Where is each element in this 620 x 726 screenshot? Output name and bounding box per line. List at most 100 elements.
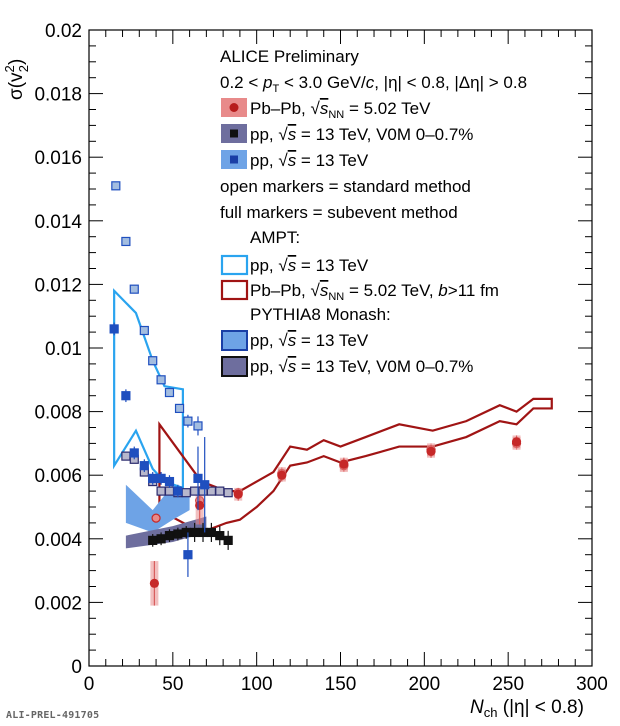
y-tick-label: 0.014 bbox=[34, 212, 82, 233]
legend-label-ampt-pbpb: Pb–Pb, √sNN = 5.02 TeV, b>11 fm bbox=[250, 281, 499, 303]
pbpb-subevent-marker bbox=[426, 446, 436, 456]
pp-v0m-subevent-marker bbox=[198, 527, 208, 538]
legend-entry-ampt-pbpb: Pb–Pb, √sNN = 5.02 TeV, b>11 fm bbox=[220, 279, 499, 303]
pp-v0m-subevent-marker bbox=[206, 527, 216, 538]
y-tick-label: 0.008 bbox=[34, 403, 82, 424]
pbpb-subevent-marker bbox=[511, 437, 522, 447]
legend-ampt-header: AMPT: bbox=[250, 228, 300, 247]
x-tick-label: 0 bbox=[84, 674, 95, 695]
pp-standard-marker bbox=[148, 356, 158, 366]
pp-v0m-subevent-marker bbox=[173, 529, 183, 539]
y-tick-label: 0.006 bbox=[34, 466, 82, 487]
legend-entry-pp: pp, √s = 13 TeV bbox=[221, 150, 369, 170]
pp-standard-marker bbox=[139, 325, 149, 336]
legend-swatch-pythia-pp-v0m bbox=[221, 356, 248, 377]
pbpb-subevent-marker bbox=[339, 459, 349, 469]
preliminary-tag: ALI-PREL-491705 bbox=[6, 710, 100, 721]
x-tick-label: 250 bbox=[492, 674, 524, 695]
pp-subevent-marker bbox=[183, 550, 193, 560]
x-tick-label: 200 bbox=[408, 674, 440, 695]
pp-v0m-standard-marker bbox=[181, 488, 191, 498]
x-tick-label: 100 bbox=[241, 674, 273, 695]
legend-label-pbpb: Pb–Pb, √sNN = 5.02 TeV bbox=[250, 99, 431, 121]
pp-standard-marker bbox=[129, 284, 139, 294]
y-tick-label: 0.002 bbox=[34, 593, 82, 614]
legend-header-cuts: 0.2 < pT < 3.0 GeV/c, |η| < 0.8, |Δη| > … bbox=[220, 73, 527, 95]
pbpb-subevent-marker bbox=[195, 500, 205, 511]
pp-subevent-marker bbox=[109, 324, 119, 334]
pbpb-subevent-marker bbox=[277, 470, 287, 480]
legend-label-pythia-pp-v0m: pp, √s = 13 TeV, V0M 0–0.7% bbox=[250, 357, 473, 376]
model-bands bbox=[113, 288, 553, 549]
legend-entry-ampt-pp: pp, √s = 13 TeV bbox=[220, 254, 369, 276]
axis-ticks bbox=[88, 29, 593, 667]
pp-v0m-subevent-marker bbox=[148, 535, 158, 545]
y-tick-label: 0.01 bbox=[45, 339, 82, 360]
legend-marker-pp bbox=[230, 155, 238, 164]
y-tick-label: 0.012 bbox=[34, 275, 82, 296]
x-tick-label: 300 bbox=[576, 674, 608, 695]
ampt-pbpb-band bbox=[158, 397, 553, 534]
pp-standard-marker bbox=[183, 416, 193, 426]
pp-subevent-marker bbox=[200, 480, 210, 490]
pbpb-subevent-marker bbox=[233, 489, 243, 499]
pp-standard-marker bbox=[174, 403, 185, 414]
pp-v0m-standard-marker bbox=[223, 488, 233, 498]
pp-standard-marker bbox=[121, 236, 131, 247]
legend-label-pp-v0m: pp, √s = 13 TeV, V0M 0–0.7% bbox=[250, 125, 473, 144]
pp-subevent-marker bbox=[139, 461, 149, 471]
pp-standard-marker bbox=[193, 421, 203, 431]
legend-entry-pp-v0m: pp, √s = 13 TeV, V0M 0–0.7% bbox=[221, 124, 473, 144]
pp-v0m-subevent-marker bbox=[181, 527, 191, 538]
y-tick-label: 0 bbox=[71, 657, 82, 678]
x-tick-label: 150 bbox=[325, 674, 357, 695]
x-axis-title: Nch (|η| < 0.8) bbox=[470, 697, 584, 720]
pp-standard-marker bbox=[164, 387, 175, 398]
legend-marker-pp-v0m bbox=[230, 129, 238, 138]
data-markers bbox=[109, 181, 522, 606]
legend-header-alice: ALICE Preliminary bbox=[220, 47, 359, 66]
legend-entry-pythia-pp-v0m: pp, √s = 13 TeV, V0M 0–0.7% bbox=[221, 356, 473, 377]
pp-subevent-marker bbox=[173, 486, 183, 496]
pbpb-subevent-marker bbox=[149, 578, 159, 588]
y-tick-label: 0.016 bbox=[34, 148, 82, 169]
pbpb-standard-marker bbox=[151, 513, 161, 523]
legend-label-ampt-pp: pp, √s = 13 TeV bbox=[250, 256, 369, 275]
pp-standard-marker bbox=[156, 375, 166, 385]
y-tick-label: 0.004 bbox=[34, 530, 82, 551]
legend-note-full-markers: full markers = subevent method bbox=[220, 203, 458, 222]
legend-pythia-header: PYTHIA8 Monash: bbox=[250, 305, 391, 324]
pp-v0m-subevent-marker bbox=[156, 534, 166, 544]
pp-subevent-marker bbox=[121, 391, 131, 401]
legend-marker-pbpb bbox=[229, 103, 239, 112]
legend-entry-pythia-pp: pp, √s = 13 TeV bbox=[221, 330, 369, 351]
legend-swatch-ampt-pp bbox=[220, 254, 249, 276]
y-tick-label: 0.02 bbox=[45, 21, 82, 42]
pp-subevent-marker bbox=[156, 473, 166, 483]
x-tick-label: 50 bbox=[162, 674, 183, 695]
pp-subevent-marker bbox=[129, 448, 139, 458]
pp-v0m-standard-marker bbox=[156, 486, 166, 496]
y-tick-label: 0.018 bbox=[34, 85, 82, 106]
legend-entry-pbpb: Pb–Pb, √sNN = 5.02 TeV bbox=[221, 98, 431, 121]
legend-label-pp: pp, √s = 13 TeV bbox=[250, 151, 369, 170]
legend-swatch-ampt-pbpb bbox=[220, 279, 249, 301]
legend: ALICE Preliminary 0.2 < pT < 3.0 GeV/c, … bbox=[220, 47, 527, 377]
pp-v0m-subevent-marker bbox=[223, 535, 233, 545]
pp-v0m-subevent-marker bbox=[215, 531, 225, 541]
pp-subevent-marker bbox=[164, 476, 175, 487]
pp-v0m-standard-marker bbox=[121, 451, 131, 461]
pp-standard-marker bbox=[111, 181, 121, 191]
pp-v0m-standard-marker bbox=[215, 486, 225, 496]
pp-v0m-subevent-marker bbox=[164, 531, 175, 541]
legend-label-pythia-pp: pp, √s = 13 TeV bbox=[250, 331, 369, 350]
legend-note-open-markers: open markers = standard method bbox=[220, 177, 471, 196]
y-axis-title: σ(v22) bbox=[2, 59, 31, 100]
legend-swatch-pythia-pp bbox=[221, 330, 248, 351]
ampt-pp-band bbox=[113, 288, 184, 490]
pp-subevent-marker bbox=[193, 473, 203, 483]
pp-v0m-standard-marker bbox=[164, 486, 175, 496]
pp-subevent-marker bbox=[148, 473, 158, 483]
axis-tick-labels: 0 50 100 150 200 250 300 0 0.002 0.004 0.006 0.008 0… bbox=[34, 21, 607, 695]
